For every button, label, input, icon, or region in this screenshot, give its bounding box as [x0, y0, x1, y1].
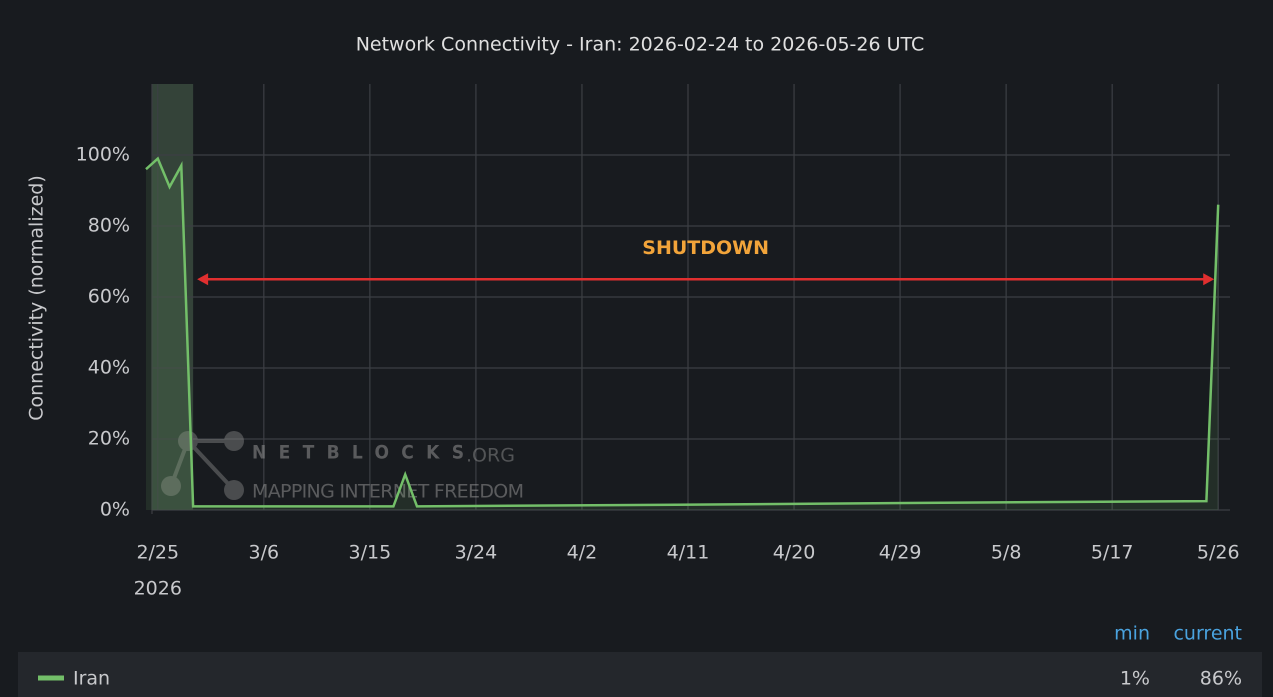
watermark: NETBLOCKS .ORG MAPPING INTERNET FREEDOM	[161, 431, 524, 503]
x-tick-label: 3/24	[455, 542, 498, 564]
legend-label: Iran	[73, 668, 110, 690]
arrowhead	[197, 273, 209, 286]
x-tick-label: 5/8	[991, 542, 1022, 564]
logo-dot	[161, 476, 181, 496]
arrowhead	[1203, 273, 1215, 286]
x-tick-label: 5/26	[1197, 542, 1240, 564]
x-tick-label: 2/25	[136, 542, 179, 564]
x-tick-label: 5/17	[1091, 542, 1134, 564]
annotation-label: SHUTDOWN	[642, 237, 769, 259]
watermark-tagline: MAPPING INTERNET FREEDOM	[252, 481, 524, 503]
series-line	[145, 156, 1220, 508]
x-tick-label: 4/20	[773, 542, 816, 564]
watermark-name: NETBLOCKS	[252, 442, 464, 464]
x-tick-label: 3/15	[349, 542, 392, 564]
y-axis-label: Connectivity (normalized)	[26, 175, 48, 421]
x-year-label: 2026	[134, 578, 182, 600]
logo-dot	[224, 480, 244, 500]
legend-header: current	[1173, 623, 1242, 645]
logo-dot	[178, 431, 198, 451]
y-tick-label: 20%	[88, 428, 130, 450]
watermark-suffix: .ORG	[466, 445, 515, 467]
logo-dot	[224, 431, 244, 451]
x-tick-label: 3/6	[249, 542, 280, 564]
y-tick-label: 40%	[88, 357, 130, 379]
y-tick-label: 80%	[88, 215, 130, 237]
chart-title: Network Connectivity - Iran: 2026-02-24 …	[356, 34, 925, 56]
legend-value: 1%	[1120, 668, 1150, 690]
y-tick-label: 0%	[100, 499, 130, 521]
legend-value: 86%	[1200, 668, 1242, 690]
x-tick-label: 4/11	[667, 542, 710, 564]
x-tick-label: 4/2	[567, 542, 598, 564]
legend-row	[18, 652, 1262, 697]
y-tick-label: 100%	[76, 144, 130, 166]
legend-header: min	[1114, 623, 1150, 645]
y-tick-label: 60%	[88, 286, 130, 308]
logo-lines	[169, 439, 236, 492]
x-tick-label: 4/29	[879, 542, 922, 564]
